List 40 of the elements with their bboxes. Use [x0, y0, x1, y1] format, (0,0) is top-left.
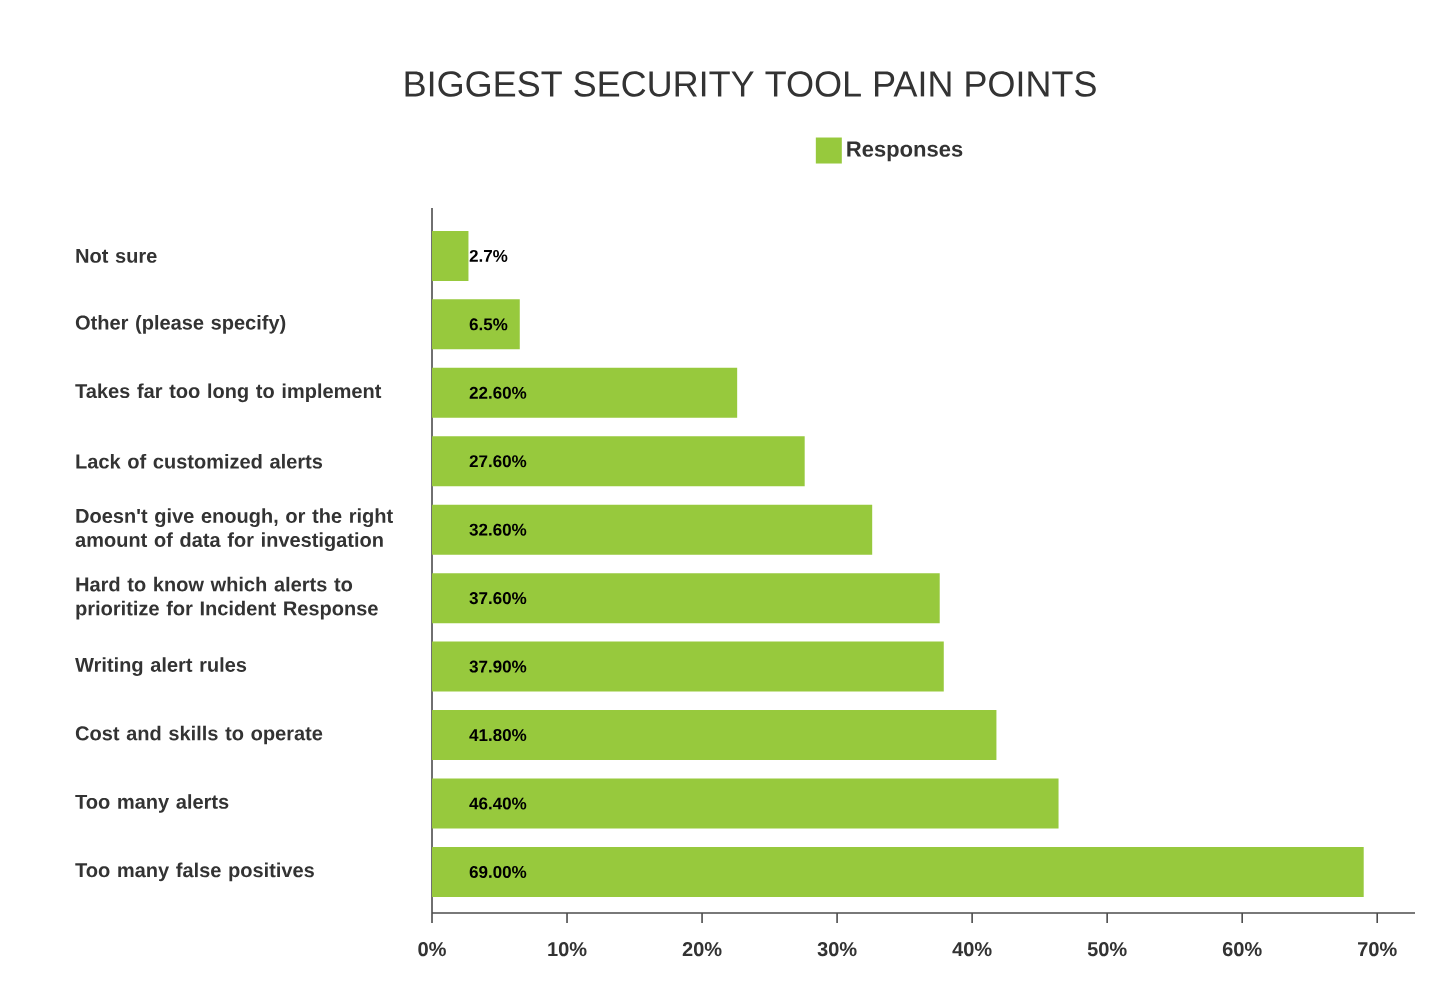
x-tick-label: 20%	[682, 942, 722, 957]
y-tick-label: Doesn't give enough, or the right amount of data for investigation	[75, 508, 393, 552]
data-label: 2.7%	[469, 249, 508, 262]
x-tick-label: 0%	[418, 942, 446, 957]
bar	[432, 573, 940, 624]
data-label: 69.00%	[469, 865, 527, 878]
chart-title: BIGGEST SECURITY TOOL PAIN POINTS	[405, 71, 1096, 97]
y-tick-label: Writing alert rules	[75, 657, 247, 676]
y-tick-label: Takes far too long to implement	[75, 383, 382, 403]
bar	[432, 367, 738, 418]
x-tick-label: 40%	[952, 942, 992, 957]
data-label: 41.80%	[469, 729, 527, 742]
y-tick-label: Too many alerts	[75, 794, 229, 813]
bar	[432, 846, 1364, 897]
y-tick-label: Too many false positives	[75, 862, 314, 882]
y-tick-label: Lack of customized alerts	[76, 453, 323, 469]
y-tick-label: Cost and skills to operate	[75, 725, 323, 745]
data-label: 37.90%	[469, 660, 527, 673]
y-tick-label: Hard to know which alerts to prioritize for Incident Response	[76, 576, 378, 620]
bar	[432, 230, 469, 281]
bar	[432, 504, 873, 555]
x-tick-label: 10%	[548, 942, 587, 957]
data-label: 22.60%	[469, 386, 527, 399]
bar	[432, 710, 997, 761]
data-label: 6.5%	[469, 318, 508, 331]
x-tick-label: 60%	[1222, 942, 1262, 957]
data-label: 27.60%	[469, 455, 527, 468]
y-tick-label: Other (please specify)	[75, 315, 286, 334]
bar	[432, 778, 1059, 829]
x-tick-label: 30%	[817, 942, 857, 957]
y-tick-label: Not sure	[76, 248, 157, 263]
x-tick-label: 50%	[1087, 942, 1127, 957]
bar	[432, 641, 944, 692]
x-tick-label: 70%	[1358, 942, 1397, 957]
data-label: 37.60%	[469, 592, 527, 605]
legend-label: Responses	[847, 141, 963, 162]
bar	[432, 299, 520, 350]
bar	[432, 436, 805, 487]
data-label: 32.60%	[469, 523, 527, 536]
data-label: 46.40%	[469, 797, 527, 810]
